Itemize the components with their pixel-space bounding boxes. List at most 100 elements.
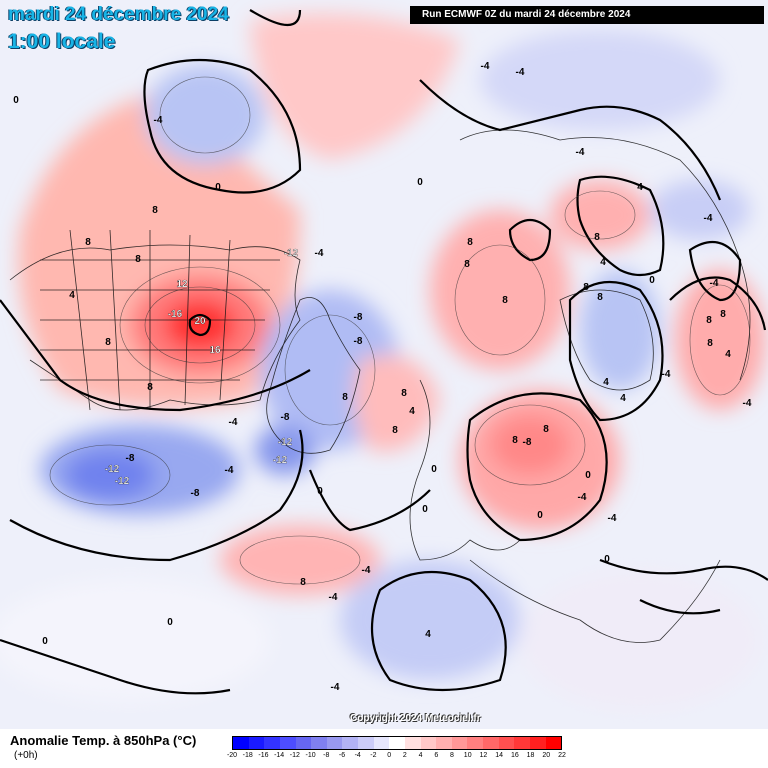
colorbar-swatch xyxy=(436,737,452,749)
anomaly-label: -16 xyxy=(168,309,183,320)
colorbar-swatch xyxy=(326,737,343,749)
anomaly-label: -4 xyxy=(362,565,371,576)
anomaly-label: 0 xyxy=(422,504,428,515)
anomaly-label: -4 xyxy=(662,369,671,380)
anomaly-label: 8 xyxy=(147,382,153,393)
anomaly-label: 0 xyxy=(215,182,221,193)
colorbar-tick-label: -14 xyxy=(274,752,285,759)
colorbar-tick-label: 16 xyxy=(510,752,519,759)
anomaly-label: 4 xyxy=(725,349,731,360)
coastlines xyxy=(9,129,751,643)
colorbar-tick-label: 12 xyxy=(479,752,488,759)
colorbar-tick-label: 0 xyxy=(387,752,392,759)
colorbar-tick-label: -8 xyxy=(323,752,330,759)
anomaly-label: -4 xyxy=(516,67,525,78)
anomaly-label: 20 xyxy=(194,316,206,327)
anomaly-label: 0 xyxy=(537,510,543,521)
anomaly-map: -400 0888812-16201684-12-12-12-4-8-8-12-1… xyxy=(0,9,768,710)
colorbar-swatch xyxy=(311,737,327,749)
anomaly-label: 8 xyxy=(720,309,726,320)
anomaly-field xyxy=(0,13,765,710)
colorbar-tick-label: 14 xyxy=(495,752,504,759)
colorbar-tick-label: -18 xyxy=(242,752,253,759)
colorbar-swatch xyxy=(342,737,358,749)
anomaly-label: -12 xyxy=(278,437,293,448)
colorbar-swatch xyxy=(498,737,515,749)
anomaly-label: -8 xyxy=(281,412,290,423)
anomaly-label: -4 xyxy=(578,492,587,503)
anomaly-label: 8 xyxy=(464,259,470,270)
anomaly-label: 0 xyxy=(649,275,655,286)
copyright-text: Copyright 2024 Meteociel.fr xyxy=(350,713,481,724)
anomaly-label: 8 xyxy=(342,392,348,403)
anomaly-label: 0 xyxy=(317,486,323,497)
colorbar-tick-label: -12 xyxy=(289,752,300,759)
colorbar-swatch xyxy=(295,737,312,749)
colorbar-swatch xyxy=(233,737,249,749)
colorbar-ticks: -20 -18 -16 -14 -12 -10 -8 -6 -4 -2 0 2 4 6 8 10 12 14 16 1… xyxy=(227,752,566,764)
anomaly-label: -4 xyxy=(481,61,490,72)
anomaly-label: 0 xyxy=(585,470,591,481)
anomaly-label: -8 xyxy=(126,453,135,464)
anomaly-label: -4 xyxy=(315,248,324,259)
anomaly-label: -4 xyxy=(331,682,340,693)
anomaly-label: -12 xyxy=(115,476,130,487)
anomaly-label: 8 xyxy=(706,315,712,326)
colorbar-tick-label: 10 xyxy=(463,752,472,759)
anomaly-label: -8 xyxy=(191,488,200,499)
legend-footer: Anomalie Temp. à 850hPa (°C) (+0h) -20 -1… xyxy=(0,729,768,768)
anomaly-label: 4 xyxy=(637,182,643,193)
anomaly-label: 4 xyxy=(620,393,626,404)
anomaly-labels: -400 0888812-16201684-12-12-12-4-8-8-12-1… xyxy=(13,61,752,693)
anomaly-label: 4 xyxy=(425,629,431,640)
colorbar-tick-label: 8 xyxy=(450,752,454,759)
anomaly-label: 8 xyxy=(300,577,306,588)
anomaly-label: 0 xyxy=(604,554,610,565)
anomaly-label: -4 xyxy=(743,398,752,409)
anomaly-label: -4 xyxy=(154,115,163,126)
anomaly-label: 4 xyxy=(603,377,609,388)
colorbar-tick-label: -20 xyxy=(226,752,238,759)
anomaly-label: 8 xyxy=(85,237,91,248)
anomaly-label: -4 xyxy=(329,592,338,603)
anomaly-label: 4 xyxy=(600,257,606,268)
anomaly-label: 8 xyxy=(707,338,713,349)
anomaly-label: 8 xyxy=(467,237,473,248)
zero-contours xyxy=(0,9,768,695)
anomaly-label: 16 xyxy=(209,345,221,356)
colorbar-tick-label: -2 xyxy=(370,752,377,759)
colorbar-tick-label: -4 xyxy=(354,752,361,759)
colorbar xyxy=(232,736,562,750)
colorbar-tick-label: 2 xyxy=(402,752,407,759)
anomaly-label: 0 xyxy=(167,617,173,628)
anomaly-label: 0 xyxy=(42,636,48,647)
colorbar-swatch xyxy=(545,737,562,749)
anomaly-label: 8 xyxy=(392,425,398,436)
anomaly-label: 8 xyxy=(502,295,508,306)
colorbar-tick-label: 6 xyxy=(434,752,439,759)
colorbar-tick-label: 4 xyxy=(418,752,423,759)
colorbar-swatch xyxy=(404,737,421,749)
anomaly-label: 8 xyxy=(597,292,603,303)
thin-contours xyxy=(49,76,751,585)
anomaly-label: 8 xyxy=(152,205,158,216)
map-time-title: 1:00 locale xyxy=(8,30,116,53)
map-date-title: mardi 24 décembre 2024 xyxy=(8,4,229,25)
legend-subtitle: (+0h) xyxy=(14,750,38,761)
colorbar-swatch xyxy=(514,737,530,749)
anomaly-label: 4 xyxy=(409,406,415,417)
colorbar-tick-label: 22 xyxy=(558,752,566,759)
colorbar-swatch xyxy=(279,737,296,749)
colorbar-tick-label: 20 xyxy=(542,752,551,759)
colorbar-swatch xyxy=(389,737,405,749)
anomaly-label: 0 xyxy=(417,177,423,188)
anomaly-label: 8 xyxy=(594,232,600,243)
colorbar-tick-label: 18 xyxy=(526,752,535,759)
anomaly-label: -8 xyxy=(523,437,532,448)
colorbar-tick-label: -6 xyxy=(338,752,346,759)
anomaly-label: -4 xyxy=(608,513,617,524)
anomaly-label: 8 xyxy=(401,388,407,399)
anomaly-label: 4 xyxy=(69,290,75,301)
anomaly-label: 0 xyxy=(431,464,437,475)
